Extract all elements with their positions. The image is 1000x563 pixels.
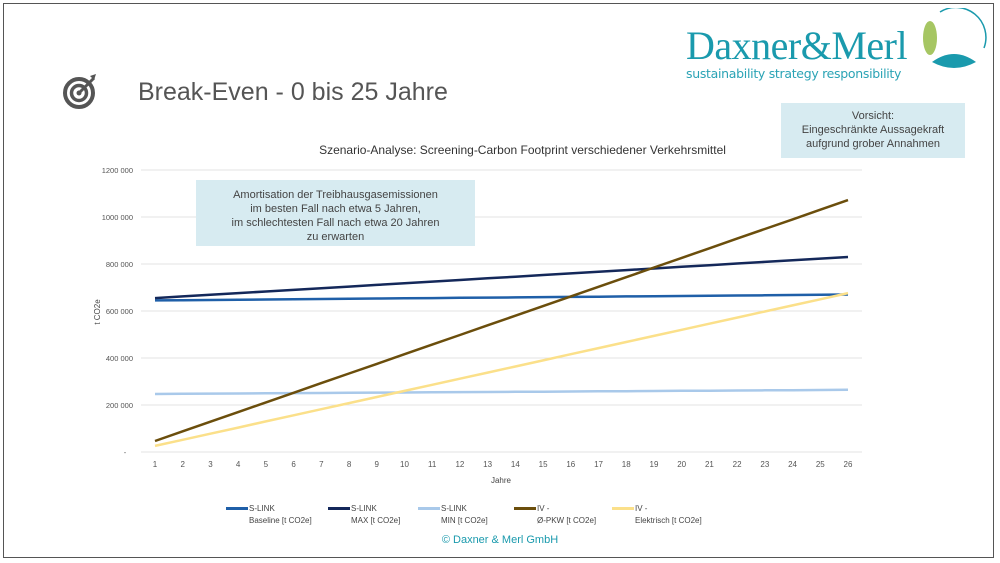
x-tick-label: 14 bbox=[511, 460, 520, 469]
target-icon bbox=[63, 74, 96, 109]
amortisation-line: Amortisation der Treibhausgasemissionen bbox=[233, 189, 438, 201]
x-tick-label: 25 bbox=[816, 460, 825, 469]
y-tick-label: 1000 000 bbox=[102, 213, 133, 222]
x-tick-label: 12 bbox=[455, 460, 464, 469]
legend-swatch bbox=[328, 507, 350, 511]
logo-name: Daxner&Merl bbox=[686, 23, 908, 68]
legend-item: IV - Ø-PKW [t CO2e] bbox=[514, 503, 596, 527]
y-tick-label: 800 000 bbox=[106, 260, 133, 269]
y-tick-label: 400 000 bbox=[106, 354, 133, 363]
caution-line: Vorsicht: bbox=[851, 110, 895, 122]
x-tick-label: 21 bbox=[705, 460, 714, 469]
x-tick-label: 20 bbox=[677, 460, 686, 469]
amortisation-line: im schlechtesten Fall nach etwa 20 Jahre… bbox=[231, 217, 440, 229]
legend-item: S-LINK Baseline [t CO2e] bbox=[226, 503, 312, 527]
x-tick-label: 8 bbox=[347, 460, 352, 469]
company-logo: Daxner&Merl sustainability strategy resp… bbox=[686, 23, 908, 82]
slide-frame bbox=[3, 3, 994, 558]
chart-title: Szenario-Analyse: Screening-Carbon Footp… bbox=[319, 143, 726, 157]
x-tick-label: 16 bbox=[566, 460, 575, 469]
x-tick-label: 1 bbox=[153, 460, 158, 469]
page-title: Break-Even - 0 bis 25 Jahre bbox=[138, 78, 448, 106]
x-tick-label: 22 bbox=[733, 460, 742, 469]
x-tick-label: 26 bbox=[844, 460, 853, 469]
logo-tagline: sustainability strategy responsibility bbox=[686, 66, 902, 81]
legend-swatch bbox=[226, 507, 248, 511]
x-tick-label: 4 bbox=[236, 460, 241, 469]
x-tick-label: 24 bbox=[788, 460, 797, 469]
x-tick-label: 3 bbox=[208, 460, 213, 469]
x-tick-label: 7 bbox=[319, 460, 324, 469]
x-tick-label: 5 bbox=[264, 460, 269, 469]
logo-mark-icon bbox=[923, 8, 987, 68]
legend-item: S-LINK MIN [t CO2e] bbox=[418, 503, 488, 527]
amortisation-line: im besten Fall nach etwa 5 Jahren, bbox=[250, 203, 421, 215]
legend-label: MAX [t CO2e] bbox=[351, 516, 401, 525]
legend-label: MIN [t CO2e] bbox=[441, 516, 488, 525]
legend-label: S-LINK bbox=[351, 504, 377, 513]
amortisation-line: zu erwarten bbox=[306, 231, 365, 243]
legend-item: IV - Elektrisch [t CO2e] bbox=[612, 503, 702, 527]
legend-label: IV - bbox=[537, 504, 550, 513]
caution-line: Eingeschränkte Aussagekraft bbox=[801, 124, 945, 136]
legend-swatch bbox=[612, 507, 634, 511]
legend-label: Ø-PKW [t CO2e] bbox=[537, 516, 597, 525]
legend-label: S-LINK bbox=[441, 504, 467, 513]
legend-label: IV - bbox=[635, 504, 648, 513]
x-tick-label: 6 bbox=[291, 460, 296, 469]
legend-item: S-LINK MAX [t CO2e] bbox=[328, 503, 400, 527]
series-line bbox=[154, 388, 849, 396]
y-tick-label: 1200 000 bbox=[102, 166, 133, 175]
x-tick-label: 2 bbox=[180, 460, 185, 469]
y-tick-label: - bbox=[124, 448, 127, 457]
y-tick-label: 600 000 bbox=[106, 307, 133, 316]
legend-swatch bbox=[514, 507, 536, 511]
series-line bbox=[154, 255, 849, 300]
x-tick-label: 10 bbox=[400, 460, 409, 469]
legend-swatch bbox=[418, 507, 440, 511]
x-tick-label: 23 bbox=[760, 460, 769, 469]
x-tick-label: 11 bbox=[428, 460, 437, 469]
series-line bbox=[154, 291, 849, 448]
y-tick-label: 200 000 bbox=[106, 401, 133, 410]
x-axis-label: Jahre bbox=[491, 476, 512, 485]
amortisation-note: Amortisation der Treibhausgasemissionen … bbox=[196, 180, 475, 246]
caution-line: aufgrund grober Annahmen bbox=[806, 138, 940, 150]
x-tick-label: 13 bbox=[483, 460, 492, 469]
copyright: © Daxner & Merl GmbH bbox=[441, 534, 559, 546]
x-tick-label: 9 bbox=[375, 460, 380, 469]
series-line bbox=[154, 198, 849, 443]
x-tick-label: 18 bbox=[622, 460, 631, 469]
x-tick-label: 15 bbox=[539, 460, 548, 469]
y-axis-label: t CO2e bbox=[93, 299, 102, 325]
x-tick-label: 19 bbox=[650, 460, 659, 469]
series-line bbox=[154, 293, 849, 302]
x-tick-label: 17 bbox=[594, 460, 603, 469]
legend-label: S-LINK bbox=[249, 504, 275, 513]
caution-note: Vorsicht: Eingeschränkte Aussagekraft au… bbox=[781, 103, 965, 158]
legend-label: Elektrisch [t CO2e] bbox=[635, 516, 702, 525]
legend-label: Baseline [t CO2e] bbox=[249, 516, 312, 525]
